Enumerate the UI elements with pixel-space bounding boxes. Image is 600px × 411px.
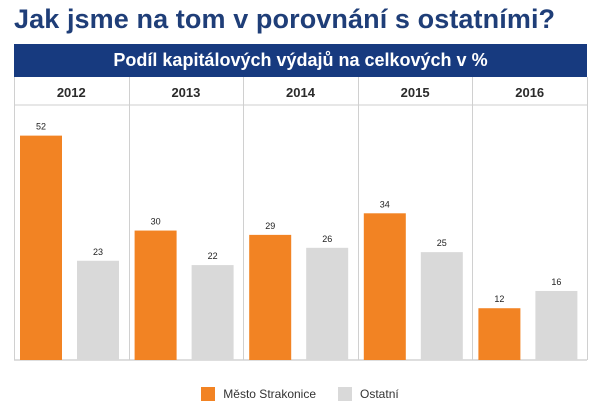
bar-1-2014: [249, 234, 292, 360]
chart-legend: Město Strakonice Ostatní: [0, 383, 600, 405]
bar-1-2012: [20, 135, 62, 360]
legend-swatch-series-2: [338, 387, 353, 401]
bar-2-2015: [420, 252, 463, 360]
bar-1-2013: [134, 230, 177, 360]
category-label-2012: 2012: [57, 85, 86, 100]
legend-label-series-2: Ostatní: [360, 387, 399, 401]
bar-1-2016: [478, 308, 521, 360]
page-title: Jak jsme na tom v porovnání s ostatními?: [14, 4, 556, 34]
data-label-1-2012: 52: [36, 122, 46, 132]
data-label-2-2012: 23: [93, 247, 103, 257]
data-label-2-2015: 25: [437, 238, 447, 248]
category-label-2016: 2016: [515, 85, 544, 100]
data-label-1-2014: 29: [265, 221, 275, 231]
data-label-1-2015: 34: [380, 199, 390, 209]
chart-title-banner: Podíl kapitálových výdajů na celkových v…: [14, 44, 587, 77]
category-label-2013: 2013: [171, 85, 200, 100]
category-label-2015: 2015: [401, 85, 430, 100]
bar-2-2012: [77, 260, 119, 360]
bar-1-2015: [363, 213, 406, 360]
data-label-2-2014: 26: [322, 234, 332, 244]
legend-item-series-2: Ostatní: [338, 387, 399, 401]
data-label-2-2016: 16: [551, 277, 561, 287]
bar-2-2014: [306, 247, 349, 360]
bar-2-2016: [535, 290, 578, 360]
bar-2-2013: [191, 265, 234, 360]
data-label-1-2013: 30: [151, 217, 161, 227]
legend-item-series-1: Město Strakonice: [201, 387, 316, 401]
data-label-2-2013: 22: [208, 251, 218, 261]
legend-swatch-series-1: [201, 387, 216, 401]
data-label-1-2016: 12: [494, 294, 504, 304]
legend-label-series-1: Město Strakonice: [223, 387, 317, 401]
category-label-2014: 2014: [286, 85, 316, 100]
